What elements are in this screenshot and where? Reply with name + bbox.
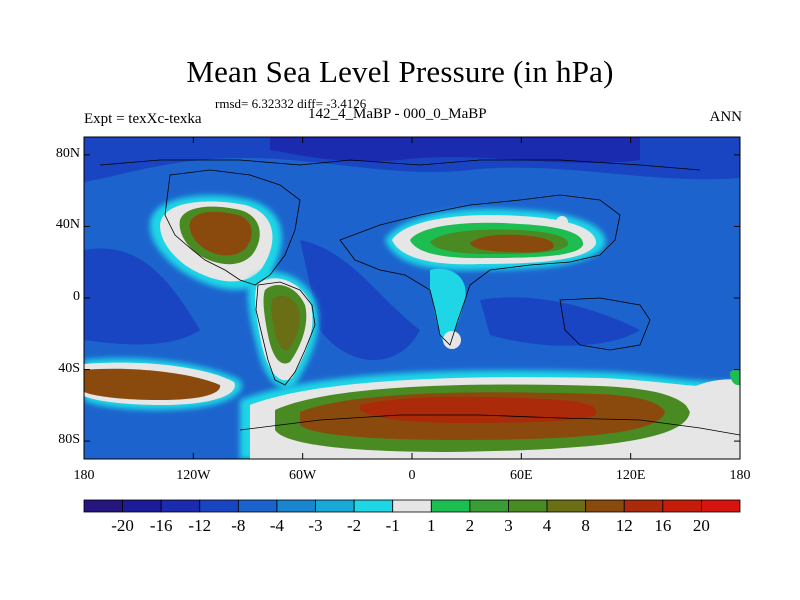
colorbar-swatch: [430, 499, 471, 513]
lon-label: 60E: [510, 468, 533, 483]
colorbar-label: -2: [347, 516, 362, 535]
lat-label: 80N: [55, 145, 80, 161]
colorbar-label: 4: [542, 516, 552, 535]
axis-ticks: [83, 137, 741, 459]
south-america-high: [271, 295, 300, 351]
colorbar-swatch: [353, 499, 394, 513]
africa-tongue: [430, 268, 466, 345]
colorbar-swatch: [237, 499, 278, 513]
arctic-core: [270, 137, 640, 163]
colorbar-label: -3: [308, 516, 323, 535]
colorbar-label: 8: [581, 516, 590, 535]
colorbar-swatch: [701, 499, 741, 513]
far-east-neutral: [680, 379, 740, 431]
antarctic-core: [360, 396, 597, 423]
colorbar-swatch: [199, 499, 239, 513]
colorbar-swatch: [122, 499, 162, 513]
south-pacific-high: [84, 368, 221, 400]
lon-label: 180: [73, 468, 95, 483]
colorbar-label: 1: [427, 516, 436, 535]
lat-label: 40S: [58, 360, 80, 376]
map-title: Mean Sea Level Pressure (in hPa): [186, 54, 614, 89]
colorbar-swatch: [315, 499, 355, 513]
stats-label: rmsd= 6.32332 diff= -3.4126: [215, 96, 367, 111]
period-label: 142_4_MaBP - 000_0_MaBP: [308, 106, 487, 122]
colorbar-swatch: [83, 499, 123, 513]
colorbar-label: -8: [231, 516, 246, 535]
colorbar-swatch: [623, 499, 664, 513]
experiment-label: Expt = texXc-texka: [84, 111, 202, 127]
colorbar-swatch: [392, 499, 432, 513]
colorbar-label: 16: [654, 516, 672, 535]
lon-label: 60W: [289, 468, 317, 483]
coastlines: [99, 159, 740, 436]
north-america-high: [189, 211, 252, 256]
far-east-green: [730, 369, 740, 386]
colorbar-swatch: [662, 499, 702, 513]
lon-label: 120W: [176, 468, 211, 483]
eurasia-high: [470, 234, 554, 253]
colorbar-label: -1: [385, 516, 400, 535]
lon-label: 0: [408, 468, 416, 483]
colorbar-label: -4: [269, 516, 285, 535]
colorbar-label: 3: [504, 516, 513, 535]
indian-low: [480, 297, 640, 346]
colorbar-swatch: [508, 499, 548, 513]
colorbar-label: 12: [615, 516, 633, 535]
colorbar-swatch: [160, 499, 201, 513]
colorbar-label: -16: [149, 516, 173, 535]
lon-label: 120E: [615, 468, 646, 483]
colorbar-label: -12: [188, 516, 212, 535]
colorbar-label: 2: [465, 516, 475, 535]
eurasia-spot: [556, 216, 568, 228]
atlantic-low: [300, 240, 420, 360]
lat-label: 80S: [58, 432, 80, 448]
lat-label: 40N: [55, 217, 80, 233]
lon-label: 180: [729, 468, 751, 483]
colorbar-swatch: [276, 499, 316, 513]
colorbar-swatch: [585, 499, 625, 513]
lat-label: 0: [73, 289, 80, 304]
season-label: ANN: [709, 109, 743, 125]
pacific-low: [84, 248, 200, 345]
colorbar-swatch: [546, 499, 587, 513]
colorbar-label: 20: [692, 516, 710, 535]
colorbar-swatch: [469, 499, 509, 513]
colorbar-label: -20: [111, 516, 134, 535]
